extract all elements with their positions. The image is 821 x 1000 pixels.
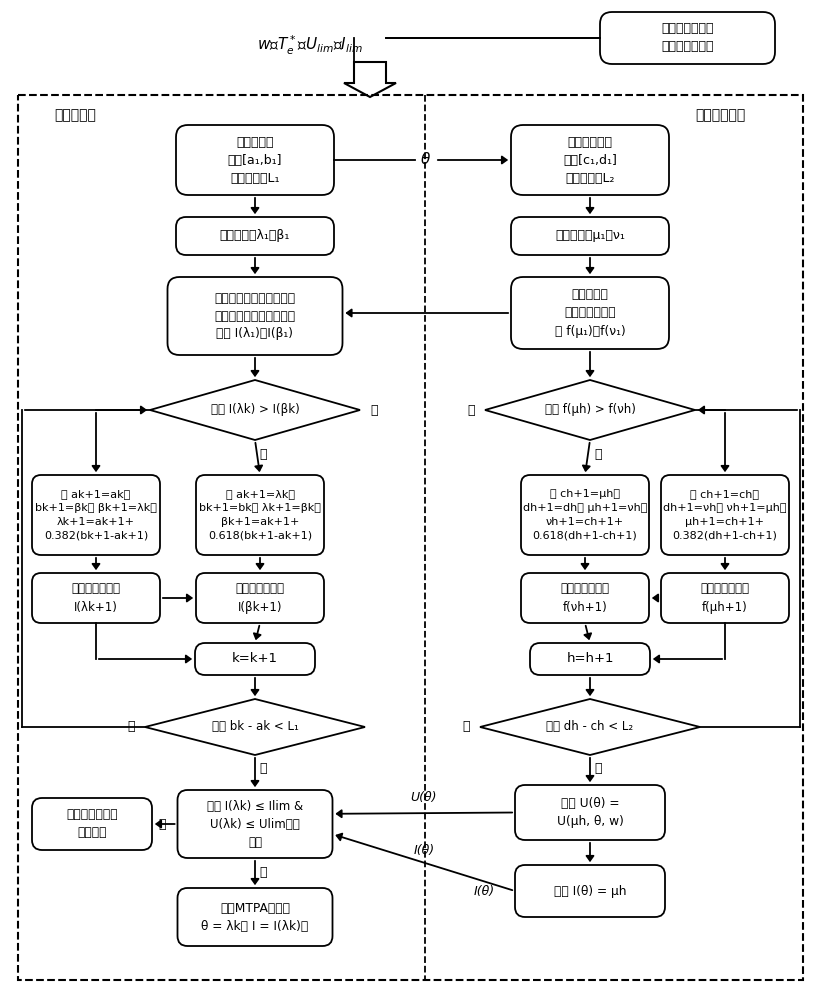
Text: 判断 bk - ak < L₁: 判断 bk - ak < L₁ [212, 720, 299, 734]
Text: θ: θ [420, 152, 429, 167]
Bar [18, 95, 803, 980]
FancyBboxPatch shape [32, 798, 152, 850]
FancyBboxPatch shape [530, 643, 650, 675]
Polygon shape [480, 699, 700, 755]
Text: 否: 否 [158, 818, 166, 830]
FancyBboxPatch shape [661, 475, 789, 555]
Text: 令 ch+1=μh，
dh+1=dh， μh+1=νh，
νh+1=ch+1+
0.618(dh+1-ch+1): 令 ch+1=μh， dh+1=dh， μh+1=νh， νh+1=ch+1+ … [523, 489, 647, 541]
Text: 计算目标函数値
I(βk+1): 计算目标函数値 I(βk+1) [236, 582, 285, 613]
FancyBboxPatch shape [32, 573, 160, 623]
Text: 判断 f(μh) > f(νh): 判断 f(μh) > f(νh) [544, 403, 635, 416]
Text: 计算试探点μ₁、ν₁: 计算试探点μ₁、ν₁ [555, 230, 625, 242]
Text: 判断 dh - ch < L₂: 判断 dh - ch < L₂ [547, 720, 634, 734]
Text: 判断 I(λk) > I(βk): 判断 I(λk) > I(βk) [211, 403, 300, 416]
Text: 否: 否 [467, 403, 475, 416]
Text: 令 ch+1=ch，
dh+1=νh， νh+1=μh，
μh+1=ch+1+
0.382(dh+1-ch+1): 令 ch+1=ch， dh+1=νh， νh+1=μh， μh+1=ch+1+ … [663, 489, 787, 541]
Text: 令 ak+1=ak，
bk+1=βk， βk+1=λk，
λk+1=ak+1+
0.382(bk+1-ak+1): 令 ak+1=ak， bk+1=βk， βk+1=λk， λk+1=ak+1+ … [35, 489, 157, 541]
Text: 嵌套电流幅値迭代循环，
计算试探点对应的目标函
数値 I(λ₁)、I(β₁): 嵌套电流幅値迭代循环， 计算试探点对应的目标函 数値 I(λ₁)、I(β₁) [214, 292, 296, 340]
Text: 计算试探点λ₁、β₁: 计算试探点λ₁、β₁ [220, 230, 290, 242]
FancyBboxPatch shape [515, 865, 665, 917]
FancyBboxPatch shape [196, 475, 324, 555]
FancyBboxPatch shape [176, 125, 334, 195]
Text: 否: 否 [127, 720, 135, 734]
FancyBboxPatch shape [600, 12, 775, 64]
Text: 电流角迭代: 电流角迭代 [54, 108, 96, 122]
Text: I(θ): I(θ) [474, 884, 495, 898]
Polygon shape [485, 380, 695, 440]
Text: 计算目标函数値
f(μh+1): 计算目标函数値 f(μh+1) [700, 582, 750, 613]
Text: 是: 是 [259, 448, 267, 460]
FancyBboxPatch shape [511, 125, 669, 195]
FancyBboxPatch shape [177, 888, 333, 946]
FancyBboxPatch shape [521, 475, 649, 555]
Text: 电流幅值迭代: 电流幅值迭代 [695, 108, 745, 122]
Text: 电流幅値初値
区间[c₁,d₁]
及精度要求L₂: 电流幅値初値 区间[c₁,d₁] 及精度要求L₂ [563, 135, 617, 184]
Polygon shape [344, 62, 396, 97]
Text: h=h+1: h=h+1 [566, 652, 614, 666]
FancyBboxPatch shape [515, 785, 665, 840]
Polygon shape [150, 380, 360, 440]
Text: 计算目标函数値
I(λk+1): 计算目标函数値 I(λk+1) [71, 582, 121, 613]
FancyBboxPatch shape [195, 643, 315, 675]
FancyBboxPatch shape [511, 217, 669, 255]
FancyBboxPatch shape [511, 277, 669, 349]
Text: 电机非线性负载
交直轴磁链模型: 电机非线性负载 交直轴磁链模型 [661, 22, 713, 53]
Text: 重新输入转矩、
转速指令: 重新输入转矩、 转速指令 [67, 808, 117, 840]
Text: 是: 是 [259, 762, 267, 776]
Text: 电流角初値
区间[a₁,b₁]
及精度要求L₁: 电流角初値 区间[a₁,b₁] 及精度要求L₁ [227, 135, 282, 184]
FancyBboxPatch shape [177, 790, 333, 858]
Text: k=k+1: k=k+1 [232, 652, 278, 666]
FancyBboxPatch shape [521, 573, 649, 623]
Polygon shape [145, 699, 365, 755]
Text: 计算目标函数値
f(νh+1): 计算目标函数値 f(νh+1) [561, 582, 609, 613]
Text: 是: 是 [594, 448, 602, 460]
Text: 否: 否 [370, 403, 378, 416]
FancyBboxPatch shape [176, 217, 334, 255]
Text: 输出MTPA轨迹：
θ = λk， I = I(λk)，: 输出MTPA轨迹： θ = λk， I = I(λk)， [201, 902, 309, 932]
Text: I(θ): I(θ) [413, 844, 434, 857]
FancyBboxPatch shape [196, 573, 324, 623]
Text: 是: 是 [259, 865, 267, 879]
Text: 令 ak+1=λk，
bk+1=bk， λk+1=βk，
βk+1=ak+1+
0.618(bk+1-ak+1): 令 ak+1=λk， bk+1=bk， λk+1=βk， βk+1=ak+1+ … [199, 489, 321, 541]
FancyBboxPatch shape [32, 475, 160, 555]
Text: 输出 I(θ) = μh: 输出 I(θ) = μh [553, 884, 626, 898]
Text: 计算试探点
对应的目标函数
値 f(μ₁)、f(ν₁): 计算试探点 对应的目标函数 値 f(μ₁)、f(ν₁) [555, 288, 626, 338]
Text: $w$、$T_e^*$、$U_{lim}$、$I_{lim}$: $w$、$T_e^*$、$U_{lim}$、$I_{lim}$ [257, 33, 363, 57]
FancyBboxPatch shape [167, 277, 342, 355]
Text: 是: 是 [594, 762, 602, 776]
Text: U(θ): U(θ) [410, 791, 437, 804]
Text: 判断 I(λk) ≤ Ilim &
U(λk) ≤ Ulim是否
成立: 判断 I(λk) ≤ Ilim & U(λk) ≤ Ulim是否 成立 [207, 800, 303, 848]
Text: 计算 U(θ) =
U(μh, θ, w): 计算 U(θ) = U(μh, θ, w) [557, 797, 623, 828]
FancyBboxPatch shape [661, 573, 789, 623]
Text: 否: 否 [462, 720, 470, 734]
